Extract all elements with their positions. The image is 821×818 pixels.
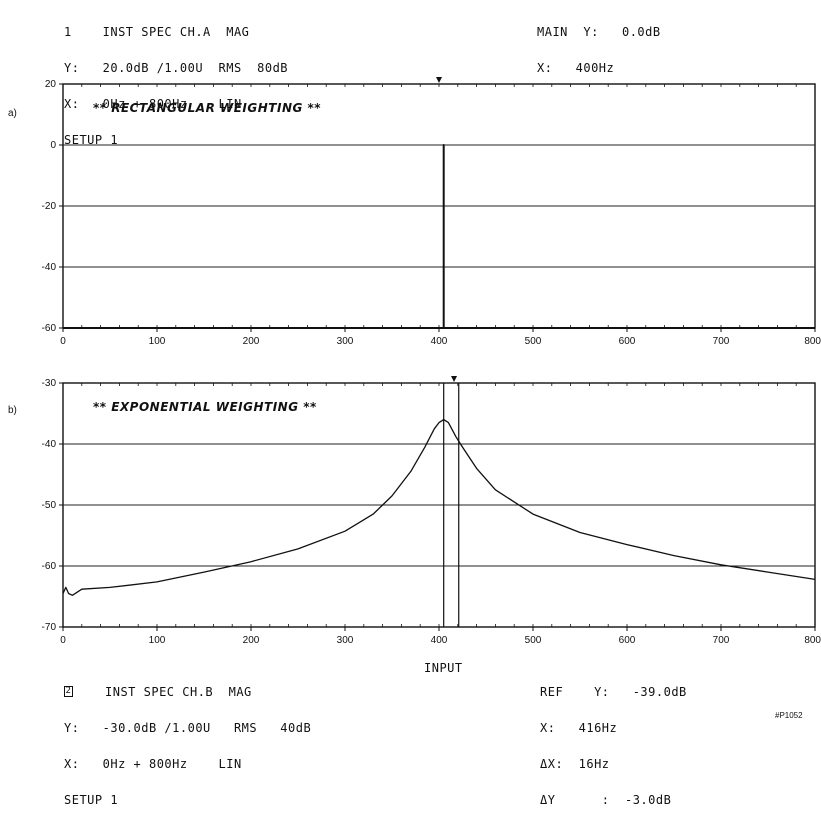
- y-tick-label: -40: [42, 262, 57, 273]
- top-header-line-3: X: 0Hz + 800Hz LIN: [64, 97, 242, 111]
- panel-label-b: b): [8, 405, 17, 416]
- y-tick-label: -30: [42, 378, 57, 389]
- x-tick-label: 600: [619, 635, 636, 646]
- panel-label-a: a): [8, 108, 17, 119]
- bottom-header-line-2: Y: -30.0dB /1.00U RMS 40dB: [64, 721, 312, 735]
- top-header-line-4: SETUP 1: [64, 133, 119, 147]
- x-tick-label: 200: [243, 336, 260, 347]
- bottom-header-line-3: X: 0Hz + 800Hz LIN: [64, 757, 242, 771]
- plot-title-1: ** EXPONENTIAL WEIGHTING **: [93, 400, 317, 414]
- bottom-header-delta-x: ΔX: 16Hz: [540, 757, 610, 771]
- x-tick-label: 600: [619, 336, 636, 347]
- y-tick-label: -60: [42, 323, 57, 334]
- bottom-header-line-1: INST SPEC CH.B MAG: [105, 685, 252, 699]
- figure-note: #P1052: [775, 711, 803, 720]
- marker-arrow: [451, 376, 458, 382]
- y-tick-label: -40: [42, 439, 57, 450]
- bottom-header-input: INPUT: [424, 661, 463, 675]
- series-line-1-0: [62, 418, 816, 596]
- x-tick-label: 800: [804, 635, 821, 646]
- y-tick-label: -50: [42, 500, 57, 511]
- plot-title-0: ** RECTANGULAR WEIGHTING **: [93, 101, 321, 115]
- x-tick-label: 0: [60, 336, 66, 347]
- channel-box: 2: [64, 686, 73, 697]
- x-tick-label: 400: [431, 635, 448, 646]
- y-tick-label: -20: [42, 201, 57, 212]
- bottom-header-ref-y: REF Y: -39.0dB: [540, 685, 687, 699]
- x-tick-label: 400: [431, 336, 448, 347]
- x-tick-label: 100: [149, 336, 166, 347]
- y-tick-label: -60: [42, 561, 57, 572]
- x-tick-label: 700: [713, 336, 730, 347]
- top-header-line-1: 1 INST SPEC CH.A MAG: [64, 25, 250, 39]
- x-tick-label: 200: [243, 635, 260, 646]
- channel-box-char: 2: [65, 686, 72, 696]
- x-tick-label: 300: [337, 635, 354, 646]
- x-tick-label: 0: [60, 635, 66, 646]
- x-tick-label: 100: [149, 635, 166, 646]
- top-header-right: MAIN Y: 0.0dB X: 400Hz: [537, 2, 661, 86]
- bottom-header-right: REF Y: -39.0dB X: 416Hz ΔX: 16Hz ΔY : -3…: [540, 662, 687, 818]
- marker-arrow: [436, 77, 442, 83]
- x-tick-label: 500: [525, 336, 542, 347]
- top-header-main-y: MAIN Y: 0.0dB: [537, 25, 661, 39]
- bottom-header-left: 22INST SPEC CH.B MAG Y: -30.0dB /1.00U R…: [64, 662, 311, 818]
- top-header-main-x: X: 400Hz: [537, 61, 615, 75]
- y-tick-label: -70: [42, 622, 57, 633]
- top-header-line-2: Y: 20.0dB /1.00U RMS 80dB: [64, 61, 289, 75]
- x-tick-label: 800: [804, 336, 821, 347]
- y-tick-label: 0: [50, 140, 56, 151]
- x-tick-label: 500: [525, 635, 542, 646]
- bottom-header-ref-x: X: 416Hz: [540, 721, 618, 735]
- x-tick-label: 700: [713, 635, 730, 646]
- bottom-header-line-4: SETUP 1: [64, 793, 119, 807]
- x-tick-label: 300: [337, 336, 354, 347]
- top-header-left: 1 INST SPEC CH.A MAG Y: 20.0dB /1.00U RM…: [64, 2, 288, 158]
- bottom-header-delta-y: ΔY : -3.0dB: [540, 793, 672, 807]
- series-line-0-0: [63, 144, 815, 329]
- y-tick-label: 20: [45, 79, 57, 90]
- chart-canvas: 200-20-40-600 100 200 300 400 500 600 700 800** …: [42, 77, 821, 646]
